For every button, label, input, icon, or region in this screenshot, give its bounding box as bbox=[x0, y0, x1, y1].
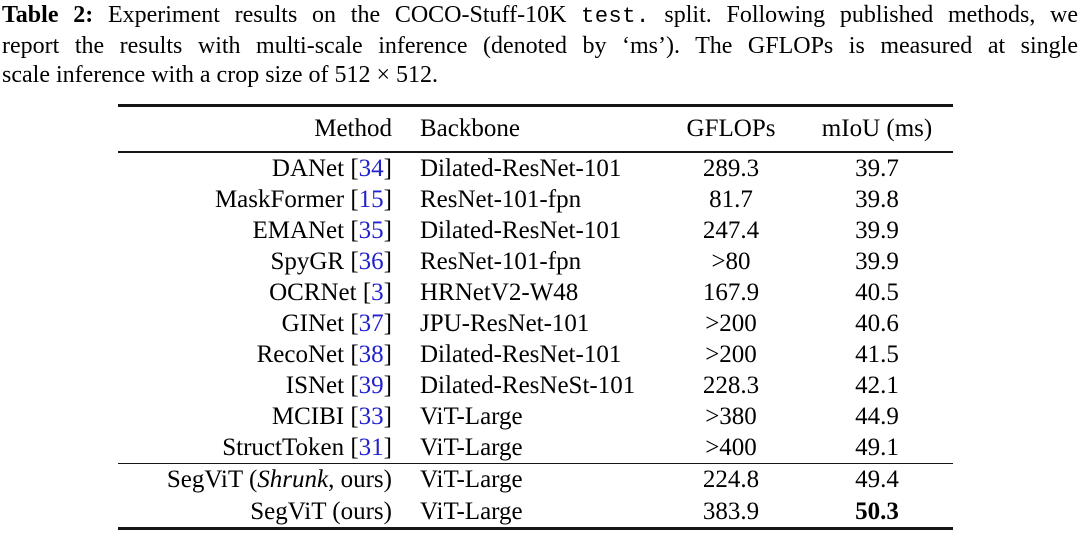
backbone-cell: Dilated-ResNeSt-101 bbox=[420, 371, 636, 399]
gflops-cell: >200 bbox=[705, 340, 757, 368]
caption-line-1: Table 2: Experiment results on the COCO-… bbox=[2, 1, 1078, 32]
gflops-cell: >200 bbox=[705, 309, 757, 337]
table-row: ISNet [39] Dilated-ResNeSt-101 228.3 42.1 bbox=[118, 370, 953, 401]
table-row: MaskFormer [15] ResNet-101-fpn 81.7 39.8 bbox=[118, 184, 953, 215]
citation-link[interactable]: 37 bbox=[358, 309, 384, 337]
backbone-cell: Dilated-ResNet-101 bbox=[420, 216, 622, 244]
column-header-miou: mIoU (ms) bbox=[821, 115, 933, 142]
table-row: SegViT (Shrunk, ours) ViT-Large 224.8 49.4 bbox=[118, 464, 953, 496]
table-row: OCRNet [3] HRNetV2-W48 167.9 40.5 bbox=[118, 277, 953, 308]
miou-cell: 49.4 bbox=[855, 466, 899, 494]
method-italic: Shrunk bbox=[257, 466, 329, 494]
gflops-cell: >400 bbox=[705, 433, 757, 461]
method-cell: SegViT (ours) bbox=[250, 497, 392, 525]
table-row: SegViT (ours) ViT-Large 383.9 50.3 bbox=[118, 496, 953, 528]
gflops-cell: >80 bbox=[711, 247, 751, 275]
caption-line-3: scale inference with a crop size of 512 … bbox=[2, 62, 439, 88]
miou-cell: 39.8 bbox=[855, 185, 899, 213]
backbone-cell: ViT-Large bbox=[420, 433, 523, 461]
method-cell: OCRNet [3] bbox=[269, 278, 392, 306]
method-cell: RecoNet [38] bbox=[256, 340, 392, 368]
gflops-cell: 81.7 bbox=[709, 185, 753, 213]
table-body-published: DANet [34] Dilated-ResNet-101 289.3 39.7 Mas… bbox=[118, 153, 953, 463]
gflops-cell: 383.9 bbox=[702, 497, 760, 525]
table-row: SpyGR [36] ResNet-101-fpn >80 39.9 bbox=[118, 246, 953, 277]
miou-cell: 50.3 bbox=[855, 497, 899, 525]
backbone-cell: Dilated-ResNet-101 bbox=[420, 154, 622, 182]
table-row: StructToken [31] ViT-Large >400 49.1 bbox=[118, 432, 953, 463]
column-header-method: Method bbox=[314, 115, 392, 142]
miou-cell: 39.9 bbox=[855, 247, 899, 275]
method-cell: GINet [37] bbox=[281, 309, 392, 337]
table-rule-bottom bbox=[118, 527, 953, 531]
citation-link[interactable]: 3 bbox=[371, 278, 384, 306]
backbone-cell: ViT-Large bbox=[420, 497, 523, 525]
table-caption: Table 2: Experiment results on the COCO-… bbox=[2, 1, 1078, 91]
miou-cell: 39.7 bbox=[855, 154, 899, 182]
backbone-cell: Dilated-ResNet-101 bbox=[420, 340, 622, 368]
table-header-row: Method Backbone GFLOPs mIoU (ms) bbox=[118, 107, 953, 151]
citation-link[interactable]: 33 bbox=[358, 402, 384, 430]
table-rule-mid bbox=[118, 462, 953, 465]
gflops-cell: >380 bbox=[705, 402, 757, 430]
citation-link[interactable]: 34 bbox=[358, 154, 384, 182]
caption-label: Table 2: bbox=[2, 2, 94, 28]
backbone-cell: ResNet-101-fpn bbox=[420, 185, 582, 213]
method-cell: SegViT (Shrunk, ours) bbox=[166, 466, 392, 494]
table-body-ours: SegViT (Shrunk, ours) ViT-Large 224.8 49.4 S… bbox=[118, 464, 953, 527]
table-row: DANet [34] Dilated-ResNet-101 289.3 39.7 bbox=[118, 153, 953, 184]
citation-link[interactable]: 38 bbox=[358, 340, 384, 368]
gflops-cell: 289.3 bbox=[702, 154, 760, 182]
table-row: MCIBI [33] ViT-Large >380 44.9 bbox=[118, 401, 953, 432]
results-table: Method Backbone GFLOPs mIoU (ms) DANet [… bbox=[118, 104, 953, 531]
table-row: EMANet [35] Dilated-ResNet-101 247.4 39.9 bbox=[118, 215, 953, 246]
citation-link[interactable]: 35 bbox=[358, 216, 384, 244]
backbone-cell: ViT-Large bbox=[420, 466, 523, 494]
miou-cell: 49.1 bbox=[855, 433, 899, 461]
backbone-cell: ViT-Large bbox=[420, 402, 523, 430]
gflops-cell: 167.9 bbox=[702, 278, 760, 306]
citation-link[interactable]: 39 bbox=[358, 371, 384, 399]
citation-link[interactable]: 36 bbox=[358, 247, 384, 275]
method-cell: StructToken [31] bbox=[222, 433, 392, 461]
method-cell: SpyGR [36] bbox=[270, 247, 392, 275]
table-rule-top bbox=[118, 104, 953, 107]
method-cell: EMANet [35] bbox=[252, 216, 392, 244]
method-cell: MaskFormer [15] bbox=[214, 185, 392, 213]
miou-cell: 42.1 bbox=[855, 371, 899, 399]
column-header-gflops: GFLOPs bbox=[686, 115, 776, 142]
caption-line-2: report the results with multi-scale infe… bbox=[2, 32, 1078, 59]
citation-link[interactable]: 15 bbox=[358, 185, 384, 213]
method-cell: DANet [34] bbox=[271, 154, 392, 182]
gflops-cell: 224.8 bbox=[702, 466, 760, 494]
backbone-cell: ResNet-101-fpn bbox=[420, 247, 582, 275]
backbone-cell: JPU-ResNet-101 bbox=[420, 309, 590, 337]
caption-text-1a: Experiment results on the COCO-Stuff-10K bbox=[107, 2, 567, 28]
column-header-backbone: Backbone bbox=[420, 115, 520, 142]
method-cell: ISNet [39] bbox=[285, 371, 392, 399]
miou-cell: 39.9 bbox=[855, 216, 899, 244]
gflops-cell: 228.3 bbox=[702, 371, 760, 399]
table-row: RecoNet [38] Dilated-ResNet-101 >200 41.5 bbox=[118, 339, 953, 370]
table-rule-header bbox=[118, 151, 953, 153]
miou-cell: 41.5 bbox=[855, 340, 899, 368]
miou-cell: 40.5 bbox=[855, 278, 899, 306]
caption-mono-test: test. bbox=[581, 4, 650, 29]
method-cell: MCIBI [33] bbox=[271, 402, 392, 430]
citation-link[interactable]: 31 bbox=[358, 433, 384, 461]
backbone-cell: HRNetV2-W48 bbox=[420, 278, 579, 306]
gflops-cell: 247.4 bbox=[702, 216, 760, 244]
miou-cell: 40.6 bbox=[855, 309, 899, 337]
miou-cell: 44.9 bbox=[855, 402, 899, 430]
table-row: GINet [37] JPU-ResNet-101 >200 40.6 bbox=[118, 308, 953, 339]
caption-text-1b: split. Following published methods, we bbox=[664, 2, 1079, 28]
